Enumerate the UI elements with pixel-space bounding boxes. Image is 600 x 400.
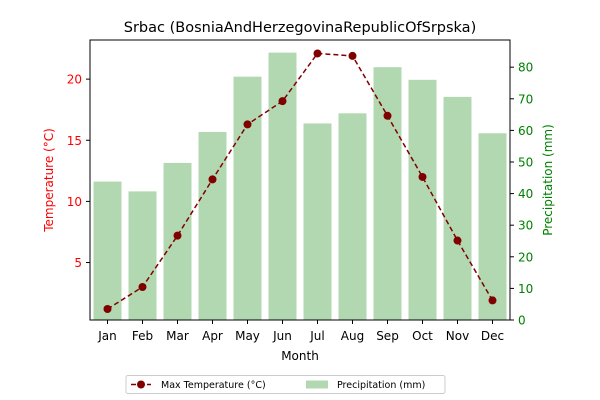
chart-title: Srbac (BosniaAndHerzegovinaRepublicOfSrp… [124,20,476,36]
x-tick-label: Jun [272,329,292,343]
right-tick-label: 40 [518,187,533,201]
left-tick-label: 20 [67,73,82,87]
temperature-point-jan [103,304,112,313]
temperature-point-aug [348,51,357,60]
temperature-point-oct [418,172,427,181]
temperature-point-jul [313,49,322,58]
temperature-point-nov [453,236,462,245]
x-tick-label: Apr [202,329,223,343]
x-tick-label: Jan [97,329,117,343]
right-axis-label: Precipitation (mm) [541,124,555,236]
precipitation-bar-apr [198,131,227,320]
x-tick-label: Oct [412,329,433,343]
precipitation-bar-jun [268,52,297,320]
right-axis-ticks: 0 10 20 30 40 50 60 70 80 [510,61,533,328]
precipitation-bar-sep [373,67,402,320]
right-tick-label: 20 [518,250,533,264]
temperature-point-sep [383,111,392,120]
precipitation-bar-jan [93,181,122,320]
temperature-point-jun [278,97,287,106]
plot-frame [89,39,511,321]
left-axis-ticks: 5 10 15 20 [67,73,90,270]
right-tick-label: 60 [518,124,533,138]
legend-temperature-label: Max Temperature (°C) [161,380,266,391]
left-tick-label: 15 [67,134,82,148]
temperature-point-feb [138,282,147,291]
left-axis-label: Temperature (°C) [42,128,56,233]
x-tick-label: Aug [341,329,364,343]
x-tick-label: Jul [309,329,324,343]
right-tick-label: 30 [518,219,533,233]
precipitation-bars [93,52,507,320]
legend-temperature-swatch-marker [137,380,145,389]
legend-precipitation-label: Precipitation (mm) [337,380,425,391]
right-tick-label: 80 [518,61,533,75]
x-tick-label: Dec [481,329,504,343]
temperature-series-line [107,52,494,310]
precipitation-bar-mar [163,162,192,320]
left-tick-label: 10 [67,195,82,209]
precipitation-bar-dec [478,133,507,320]
temperature-point-may [243,120,252,129]
legend-frame [125,375,446,394]
right-tick-label: 70 [518,92,533,106]
temperature-point-dec [488,296,497,305]
x-tick-label: Mar [166,329,189,343]
axes [89,39,511,321]
legend: Max Temperature (°C) Precipitation (mm) [125,375,446,394]
left-tick-label: 5 [74,256,82,270]
temperature-point-mar [173,231,182,240]
legend-precipitation-swatch [306,380,328,389]
precipitation-bar-aug [338,113,367,320]
precipitation-bar-nov [443,96,472,320]
temperature-line [103,49,497,313]
precipitation-bar-feb [128,191,157,320]
right-tick-label: 0 [518,314,526,328]
x-tick-label: Nov [446,329,469,343]
x-tick-label: May [235,329,260,343]
precipitation-bar-oct [408,79,437,320]
x-tick-label: Sep [376,329,399,343]
precipitation-bar-may [233,76,262,320]
right-tick-label: 10 [518,282,533,296]
precipitation-bar-jul [303,123,332,320]
x-tick-label: Feb [132,329,153,343]
right-tick-label: 50 [518,155,533,169]
x-axis-ticks: Jan Feb Mar Apr May Jun Jul Aug Sep Oct Nov Dec [97,320,504,343]
x-axis-label: Month [281,349,319,363]
temperature-point-apr [208,175,217,184]
